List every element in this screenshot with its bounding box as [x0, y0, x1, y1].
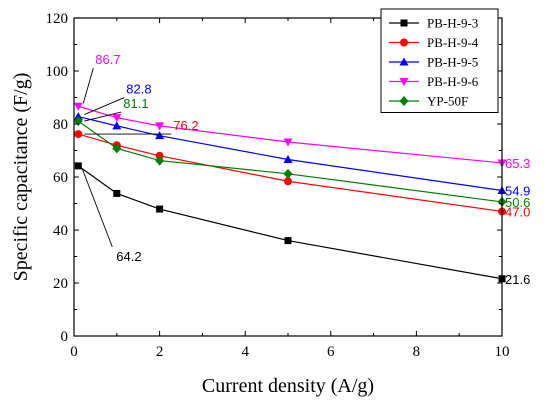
legend-label: PB-H-9-4	[427, 35, 479, 50]
data-point	[155, 122, 165, 131]
y-tick-label: 120	[46, 11, 69, 27]
legend-marker	[399, 96, 409, 106]
data-label: 82.8	[126, 82, 151, 97]
data-point	[112, 143, 122, 154]
y-tick-label: 20	[53, 276, 68, 292]
data-label: 65.3	[505, 156, 530, 171]
data-point	[155, 131, 165, 140]
data-point	[284, 237, 292, 245]
y-tick-label: 60	[53, 170, 68, 186]
x-tick-label: 10	[495, 344, 510, 360]
legend-marker	[400, 19, 408, 27]
data-point	[74, 162, 82, 170]
data-point	[284, 177, 292, 186]
x-tick-label: 0	[70, 344, 78, 360]
legend-label: PB-H-9-6	[427, 74, 479, 89]
annotations: 86.7 82.881.1 76.2 64.2 65.3 54.950.647.0 21.6	[81, 52, 530, 287]
plot-marks	[73, 102, 507, 283]
data-label: 76.2	[173, 118, 198, 133]
data-point	[156, 205, 164, 213]
data-point	[112, 114, 122, 123]
annotation-arrow	[82, 68, 94, 104]
data-label: 81.1	[123, 96, 148, 111]
data-point	[283, 155, 293, 164]
y-tick-label: 40	[53, 223, 68, 239]
data-point	[155, 155, 165, 166]
x-tick-label: 8	[413, 344, 421, 360]
legend-label: PB-H-9-5	[427, 55, 478, 70]
data-point	[73, 112, 83, 121]
data-label: 54.9	[505, 184, 530, 199]
x-tick-label: 4	[241, 344, 249, 360]
data-point	[283, 168, 293, 179]
legend: PB-H-9-3 PB-H-9-4 PB-H-9-5 PB-H-9-6 YP-50F	[380, 8, 499, 113]
x-tick-label: 2	[156, 344, 164, 360]
legend-marker	[399, 78, 409, 86]
annotation-arrow	[81, 168, 113, 248]
y-tick-label: 80	[53, 117, 68, 133]
legend-label: YP-50F	[427, 94, 468, 109]
x-tick-label: 6	[327, 344, 335, 360]
series-line-4	[78, 105, 503, 164]
y-axis-title: Specific capacitance (F/g)	[10, 73, 32, 282]
x-axis-title: Current density (A/g)	[202, 375, 374, 397]
data-point	[73, 102, 83, 111]
data-label: 64.2	[116, 249, 141, 264]
annotation-arrow	[84, 97, 125, 115]
data-label: 86.7	[95, 52, 120, 67]
y-tick-label: 100	[46, 64, 69, 80]
data-point	[74, 130, 83, 139]
annotation-arrow	[84, 111, 122, 122]
data-point	[113, 189, 121, 197]
data-point	[283, 138, 293, 147]
legend-marker	[400, 38, 408, 47]
data-label: 21.6	[505, 272, 530, 287]
y-tick-label: 0	[61, 329, 69, 345]
data-label: 50.6	[505, 195, 530, 210]
legend-marker	[399, 57, 409, 66]
data-label: 47.0	[505, 204, 530, 219]
data-point	[112, 121, 122, 130]
legend-label: PB-H-9-3	[427, 16, 478, 31]
